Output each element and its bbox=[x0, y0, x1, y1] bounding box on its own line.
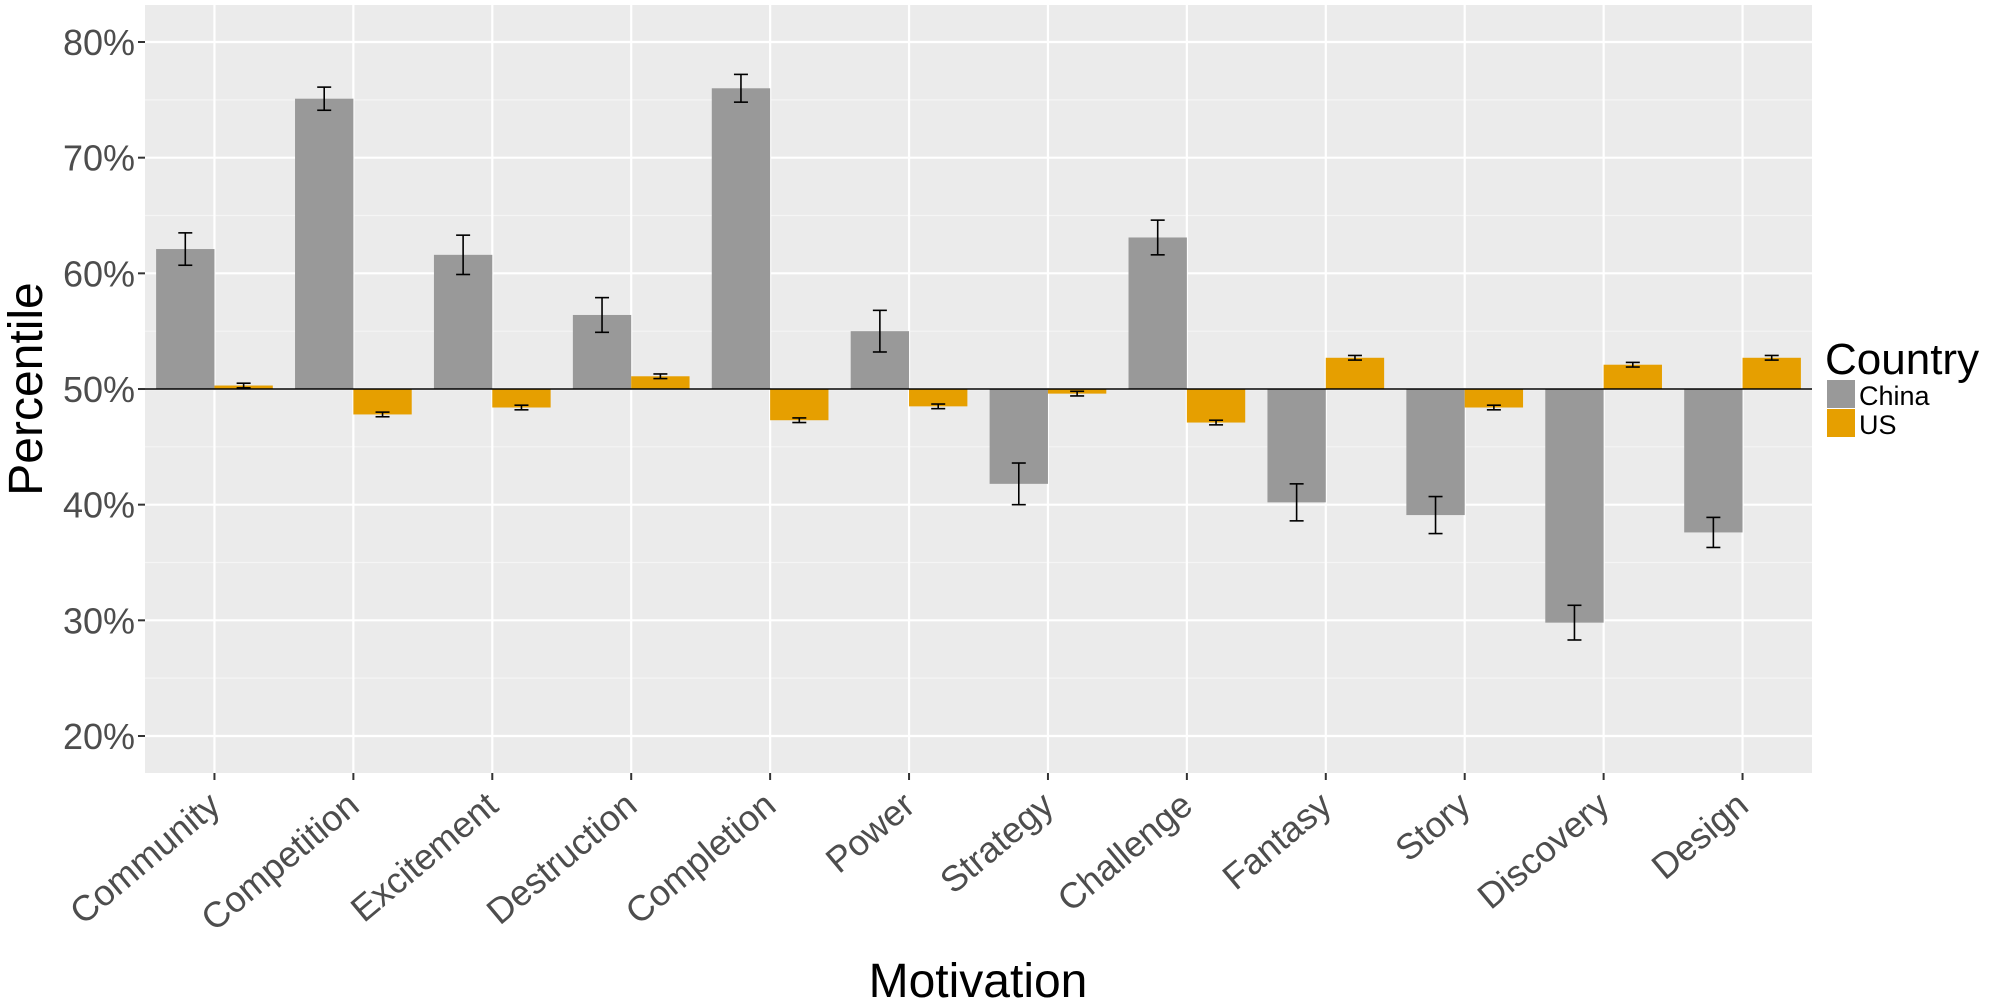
error-bar bbox=[931, 403, 946, 410]
y-tick-label: 20% bbox=[63, 716, 135, 757]
y-axis-title: Percentile bbox=[0, 282, 53, 495]
legend-label-us: US bbox=[1859, 410, 1897, 440]
error-bar bbox=[1150, 219, 1165, 256]
bar-china-challenge bbox=[1128, 237, 1187, 389]
error-bar bbox=[1347, 354, 1362, 361]
bar-china-excitement bbox=[433, 254, 493, 389]
y-tick-label: 40% bbox=[63, 485, 135, 526]
legend-label-china: China bbox=[1859, 381, 1931, 411]
error-bar bbox=[375, 411, 390, 418]
bar-china-design bbox=[1684, 389, 1743, 533]
legend-swatch-us bbox=[1827, 409, 1855, 437]
bar-us-design bbox=[1742, 357, 1801, 389]
bar-china-completion bbox=[711, 88, 771, 390]
bar-us-destruction bbox=[631, 376, 690, 389]
error-bar bbox=[1567, 604, 1582, 641]
error-bar bbox=[178, 232, 193, 267]
error-bar bbox=[456, 234, 471, 276]
y-tick-label: 30% bbox=[63, 600, 135, 641]
grid-minor bbox=[145, 99, 1812, 679]
error-bar bbox=[733, 73, 748, 103]
bar-china-story bbox=[1406, 389, 1465, 516]
bar-us-fantasy bbox=[1325, 357, 1385, 389]
x-tick-label: Discovery bbox=[1469, 784, 1616, 917]
y-axis: 20% 30% 40% 50% 60% 70% 80% bbox=[63, 22, 145, 757]
x-tick-label: Fantasy bbox=[1214, 784, 1338, 898]
error-bar bbox=[236, 382, 251, 389]
y-tick-label: 70% bbox=[63, 138, 135, 179]
x-axis-title: Motivation bbox=[869, 955, 1088, 1000]
bar-us-completion bbox=[770, 389, 829, 421]
error-bar bbox=[514, 404, 529, 411]
x-tick-label: Story bbox=[1387, 784, 1478, 869]
error-bar bbox=[1706, 516, 1721, 549]
x-tick-label: Completion bbox=[617, 784, 783, 932]
bar-us-excitement bbox=[492, 389, 551, 408]
y-tick-label: 60% bbox=[63, 253, 135, 294]
error-bar bbox=[1209, 419, 1224, 426]
x-tick-label: Excitement bbox=[343, 784, 506, 930]
error-bar bbox=[872, 309, 887, 353]
error-bar bbox=[653, 373, 668, 380]
bars bbox=[156, 88, 1801, 623]
x-axis: CommunityCompetitionExcitementDestructio… bbox=[62, 773, 1756, 939]
x-tick-label: Challenge bbox=[1049, 784, 1200, 920]
bar-us-story bbox=[1464, 389, 1524, 408]
legend: Country China US bbox=[1825, 335, 1979, 440]
bar-us-competition bbox=[353, 389, 412, 415]
x-tick-label: Power bbox=[818, 784, 923, 881]
error-bar bbox=[317, 86, 332, 112]
error-bar bbox=[595, 296, 610, 334]
y-tick-label: 50% bbox=[63, 369, 135, 410]
error-bar bbox=[1070, 390, 1085, 397]
error-bar bbox=[792, 417, 807, 424]
error-bar bbox=[1289, 483, 1304, 522]
x-tick-label: Strategy bbox=[932, 784, 1061, 902]
legend-title: Country bbox=[1825, 335, 1979, 384]
bar-china-discovery bbox=[1545, 389, 1604, 623]
bar-us-power bbox=[909, 389, 968, 407]
bar-us-challenge bbox=[1186, 389, 1246, 423]
error-bar bbox=[1764, 354, 1779, 361]
bar-china-competition bbox=[295, 98, 354, 390]
x-tick-label: Destruction bbox=[479, 784, 645, 932]
y-tick-label: 80% bbox=[63, 22, 135, 63]
bar-china-community bbox=[156, 249, 215, 389]
x-tick-label: Design bbox=[1643, 784, 1755, 887]
error-bar bbox=[1428, 495, 1443, 535]
error-bar bbox=[1486, 404, 1501, 411]
error-bar bbox=[1625, 361, 1640, 368]
bar-us-discovery bbox=[1603, 364, 1662, 389]
error-bars bbox=[178, 73, 1779, 641]
error-bar bbox=[1011, 462, 1026, 506]
legend-swatch-china bbox=[1827, 380, 1855, 408]
